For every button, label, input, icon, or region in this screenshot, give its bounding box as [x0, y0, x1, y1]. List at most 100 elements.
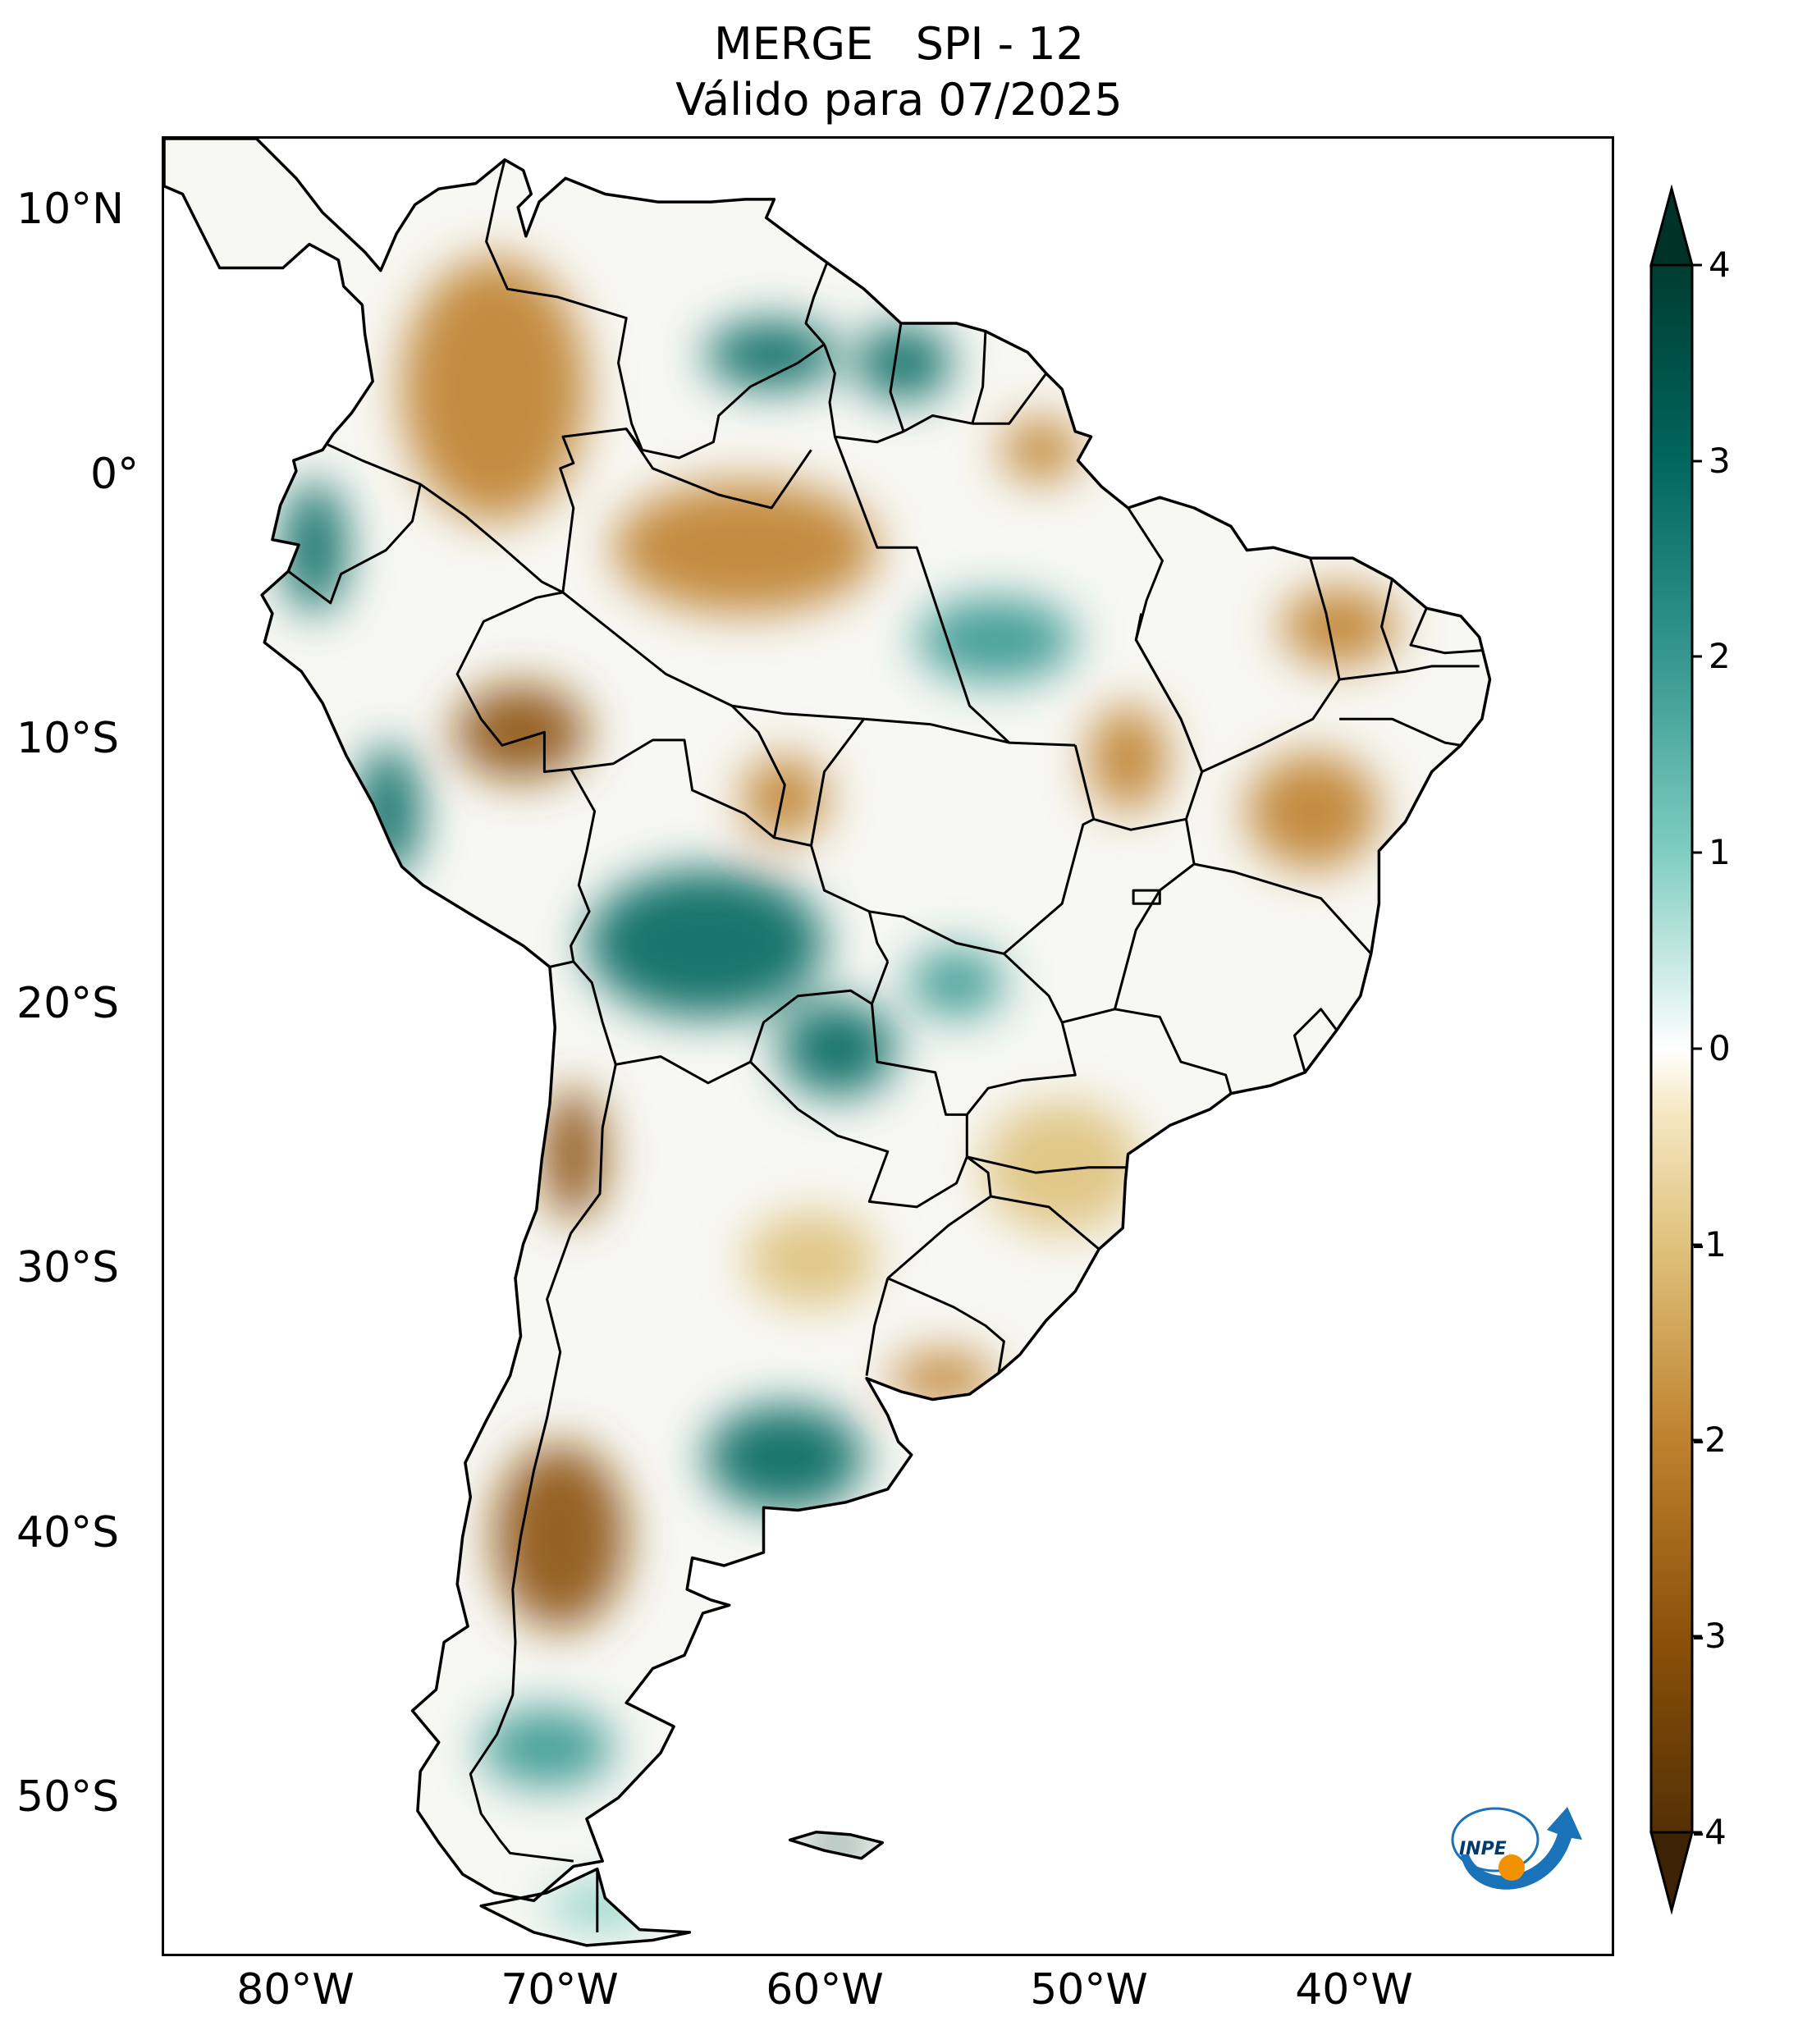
- falkland-islands-coastline: [788, 1830, 885, 1860]
- spi-region-guiana-wet: [856, 326, 952, 400]
- spi-region-argentina-center-dry: [745, 1212, 877, 1308]
- colorbar-label-4: 4: [1709, 245, 1731, 285]
- spi-region-ecuador-coast-wet: [282, 481, 347, 614]
- logo-orbit-icon: [1451, 1807, 1540, 1873]
- lat-label-0: 0°: [90, 450, 140, 499]
- border-bolivia-paraguay: [748, 961, 890, 1063]
- border-bolivia-chile: [572, 960, 617, 1065]
- colorbar-extend-top: [1649, 185, 1694, 267]
- tierra-del-fuego-coastline: [479, 1867, 692, 1947]
- spi-region-tierra-del-fuego-wet: [547, 1884, 653, 1927]
- logo-swoosh-icon: [1461, 1807, 1582, 1890]
- border-paraguay-brazil: [871, 1004, 968, 1157]
- spi-map: [164, 139, 1492, 1947]
- lon-label-60w: 60°W: [766, 1965, 884, 2014]
- border-bolivia-brazil: [570, 738, 890, 963]
- spi-region-peru-coast-wet: [356, 745, 421, 878]
- border-bolivia-argentina: [615, 1055, 752, 1085]
- spi-region-chile-north-dry: [542, 1088, 606, 1220]
- border-suriname-french-guiana: [971, 331, 987, 424]
- border-brazil-states-8: [1338, 665, 1480, 681]
- spi-region-patagonia-dry: [494, 1444, 627, 1630]
- colorbar: [1649, 185, 1702, 1915]
- border-peru-chile: [549, 960, 574, 968]
- spi-region-paraguay-wet: [779, 1001, 896, 1096]
- spi-region-amapa-dry: [1001, 418, 1081, 482]
- lat-label-30s: 30°S: [16, 1243, 120, 1292]
- border-uruguay-argentina: [865, 1278, 890, 1376]
- spi-region-central-amazon-dry: [613, 481, 877, 614]
- border-brazil-states-15: [1114, 862, 1196, 1010]
- border-guyana-brazil: [823, 344, 904, 444]
- border-colombia-brazil: [559, 428, 643, 593]
- colorbar-label-minus-2: -2: [1692, 1420, 1727, 1460]
- border-brazil-states-4: [833, 436, 1010, 744]
- colorbar-label-0: 0: [1709, 1028, 1731, 1068]
- map-panel: [162, 136, 1614, 1956]
- spi-region-mato-grosso-sul-wet: [908, 948, 1004, 1017]
- colorbar-label-1: 1: [1709, 832, 1731, 872]
- lon-label-70w: 70°W: [501, 1965, 619, 2014]
- lat-label-50s: 50°S: [16, 1772, 120, 1822]
- border-brazil-states-19: [730, 705, 786, 839]
- spi-region-uruguay-dry: [890, 1351, 996, 1405]
- border-guyana-suriname: [889, 322, 905, 432]
- colorbar-label-2: 2: [1709, 636, 1731, 676]
- border-peru-brazil: [455, 591, 571, 773]
- spi-region-rondonia-dry: [742, 756, 827, 841]
- border-brazil-states-9: [1380, 578, 1399, 672]
- colorbar-ticks: [1692, 263, 1702, 1834]
- colorbar-label-minus-3: -3: [1692, 1616, 1727, 1656]
- border-brazil-states-1: [869, 910, 1077, 1116]
- spi-region-southern-brazil-dry: [982, 1101, 1141, 1234]
- border-brazil-states-13: [1003, 817, 1095, 955]
- border-peru-bolivia: [570, 768, 597, 963]
- map-subtitle: Válido para 07/2025: [675, 74, 1123, 126]
- border-uruguay-brazil: [887, 1277, 1005, 1374]
- logo-sun-icon: [1498, 1854, 1525, 1881]
- border-paraguay-argentina: [749, 1061, 968, 1209]
- spi-anomaly-layer: [282, 257, 1398, 1927]
- border-federal-district: [1132, 889, 1161, 905]
- colorbar-extend-bottom: [1649, 1831, 1694, 1915]
- spi-region-acre-peru-dry: [455, 684, 587, 780]
- border-brazil-states-18: [991, 1195, 1100, 1251]
- border-colombia-venezuela: [485, 159, 643, 450]
- map-title: MERGE SPI - 12: [714, 18, 1084, 70]
- spi-region-para-south-wet: [917, 597, 1076, 683]
- border-brazil-states-10: [1409, 607, 1483, 655]
- colorbar-label-minus-1: -1: [1692, 1224, 1727, 1264]
- inpe-logo: INPE: [1451, 1807, 1582, 1890]
- colorbar-body: [1649, 263, 1694, 1834]
- colorbar-label-3: 3: [1709, 441, 1731, 481]
- lat-label-10n: 10°N: [16, 185, 125, 234]
- lat-label-40s: 40°S: [16, 1508, 120, 1557]
- spi-region-bahia-dry: [1247, 752, 1379, 870]
- border-suriname-brazil: [903, 414, 973, 433]
- border-brazil-states-16: [1292, 1008, 1338, 1073]
- spi-region-northeast-dry-1: [1281, 587, 1398, 666]
- border-venezuela-guyana: [804, 262, 829, 345]
- border-french-guiana-brazil: [972, 373, 1048, 425]
- border-brazil-states-11: [1339, 717, 1462, 747]
- border-venezuela-brazil: [642, 343, 826, 460]
- lon-label-80w: 80°W: [236, 1965, 355, 2014]
- colorbar-label-minus-4: -4: [1692, 1812, 1727, 1852]
- border-brazil-states-14: [1061, 1008, 1233, 1095]
- spi-region-northern-andes-colombia: [401, 257, 587, 522]
- spi-region-bolivia-lowlands-wet: [586, 869, 825, 1017]
- political-borders: [164, 139, 1492, 1947]
- border-chile-argentina: [469, 1063, 617, 1863]
- border-colombia-ecuador-peru: [327, 443, 564, 594]
- spi-region-tocantins-dry: [1088, 706, 1168, 812]
- logo-text: INPE: [1459, 1839, 1507, 1859]
- lat-label-10s: 10°S: [16, 714, 120, 763]
- border-brazil-states-20: [624, 428, 812, 510]
- border-brazil-states-12: [1184, 819, 1372, 955]
- border-brazil-states-2: [810, 717, 1076, 846]
- spi-region-roraima-wet: [705, 320, 838, 390]
- lon-label-40w: 40°W: [1295, 1965, 1413, 2014]
- border-ecuador-peru: [287, 483, 422, 605]
- spi-region-argentina-buenos-aires-wet: [705, 1404, 864, 1511]
- border-brazil-states-7: [1201, 557, 1341, 773]
